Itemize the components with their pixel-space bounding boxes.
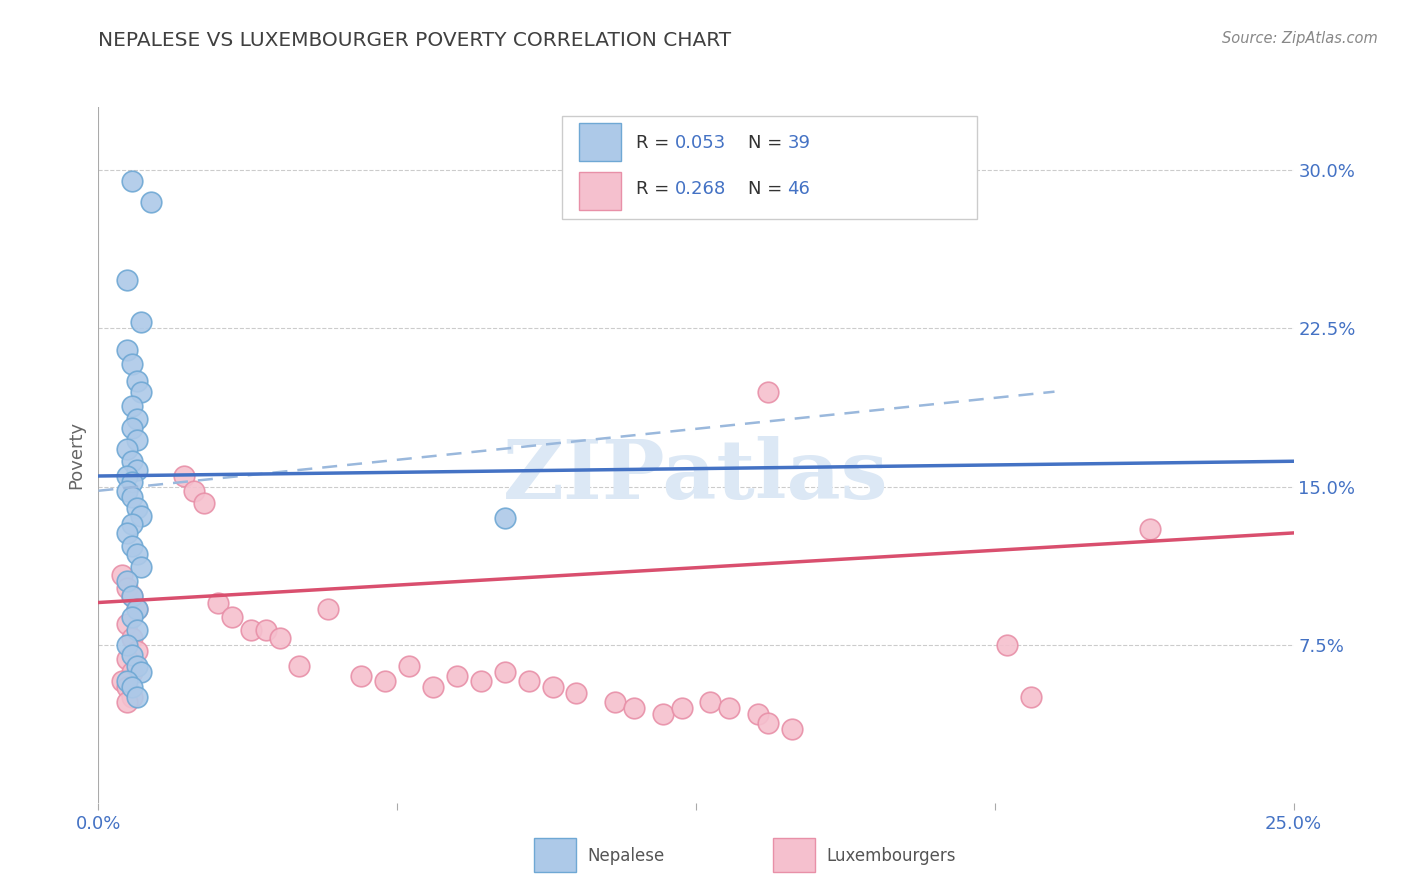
Text: Source: ZipAtlas.com: Source: ZipAtlas.com xyxy=(1222,31,1378,46)
Y-axis label: Poverty: Poverty xyxy=(67,421,86,489)
Point xyxy=(111,673,134,688)
Point xyxy=(121,632,143,646)
Point xyxy=(780,722,803,736)
Text: R =: R = xyxy=(636,134,675,152)
Text: 0.053: 0.053 xyxy=(675,134,725,152)
Point xyxy=(121,539,143,553)
Point xyxy=(494,665,516,679)
Point xyxy=(115,469,138,483)
Point xyxy=(125,623,148,637)
Point xyxy=(494,511,516,525)
Text: Nepalese: Nepalese xyxy=(588,847,665,865)
Point xyxy=(121,420,143,434)
Point xyxy=(121,610,143,624)
Point xyxy=(115,695,138,709)
Point xyxy=(125,500,148,515)
Text: N =: N = xyxy=(748,180,787,198)
Point xyxy=(115,273,138,287)
Text: 46: 46 xyxy=(787,180,810,198)
Point xyxy=(125,547,148,561)
Text: 0.268: 0.268 xyxy=(675,180,725,198)
Point xyxy=(115,483,138,498)
Point xyxy=(756,384,779,399)
Point xyxy=(121,400,143,414)
Point xyxy=(671,701,693,715)
Point xyxy=(115,525,138,540)
Point xyxy=(374,673,396,688)
Point xyxy=(139,194,162,209)
Point xyxy=(254,623,277,637)
Point xyxy=(173,469,195,483)
Point xyxy=(115,638,138,652)
Point xyxy=(131,509,153,524)
Point xyxy=(193,496,215,510)
Point xyxy=(125,644,148,658)
Point xyxy=(183,483,205,498)
Point xyxy=(125,658,148,673)
Point xyxy=(651,707,673,722)
Point xyxy=(316,602,339,616)
Point xyxy=(121,589,143,603)
Point xyxy=(131,384,153,399)
Text: NEPALESE VS LUXEMBOURGER POVERTY CORRELATION CHART: NEPALESE VS LUXEMBOURGER POVERTY CORRELA… xyxy=(98,31,731,50)
Point xyxy=(221,610,243,624)
Point xyxy=(756,715,779,730)
Point xyxy=(470,673,492,688)
Point xyxy=(115,652,138,666)
Point xyxy=(115,574,138,589)
Point xyxy=(623,701,645,715)
Point xyxy=(115,616,138,631)
Point xyxy=(115,442,138,456)
Text: N =: N = xyxy=(748,134,787,152)
Point xyxy=(115,680,138,694)
Point xyxy=(121,648,143,663)
Point xyxy=(747,707,769,722)
Point xyxy=(121,475,143,490)
Point xyxy=(995,638,1018,652)
Point xyxy=(718,701,741,715)
Point xyxy=(131,559,153,574)
Point xyxy=(111,568,134,582)
Point xyxy=(131,315,153,329)
Point xyxy=(125,463,148,477)
Point xyxy=(125,602,148,616)
Point xyxy=(350,669,373,683)
Point xyxy=(121,680,143,694)
Point xyxy=(603,695,626,709)
Point xyxy=(422,680,444,694)
Point xyxy=(121,517,143,532)
Point xyxy=(115,673,138,688)
Point xyxy=(565,686,588,700)
Point xyxy=(446,669,468,683)
Point xyxy=(115,343,138,357)
Text: ZIPatlas: ZIPatlas xyxy=(503,436,889,516)
Point xyxy=(131,665,153,679)
Point xyxy=(517,673,540,688)
Point xyxy=(121,690,143,705)
Point xyxy=(121,174,143,188)
Text: R =: R = xyxy=(636,180,675,198)
Point xyxy=(1019,690,1042,705)
Point xyxy=(288,658,311,673)
Point xyxy=(269,632,291,646)
Point xyxy=(121,454,143,468)
Text: 39: 39 xyxy=(787,134,810,152)
Point xyxy=(125,412,148,426)
Point xyxy=(541,680,564,694)
Point xyxy=(121,490,143,504)
Point xyxy=(1139,522,1161,536)
Point xyxy=(125,374,148,388)
Point xyxy=(115,581,138,595)
Point xyxy=(125,602,148,616)
Point xyxy=(240,623,263,637)
Point xyxy=(207,595,229,609)
Text: Luxembourgers: Luxembourgers xyxy=(827,847,956,865)
Point xyxy=(398,658,420,673)
Point xyxy=(125,433,148,447)
Point xyxy=(699,695,721,709)
Point xyxy=(121,589,143,603)
Point xyxy=(121,665,143,679)
Point xyxy=(121,357,143,371)
Point xyxy=(125,690,148,705)
